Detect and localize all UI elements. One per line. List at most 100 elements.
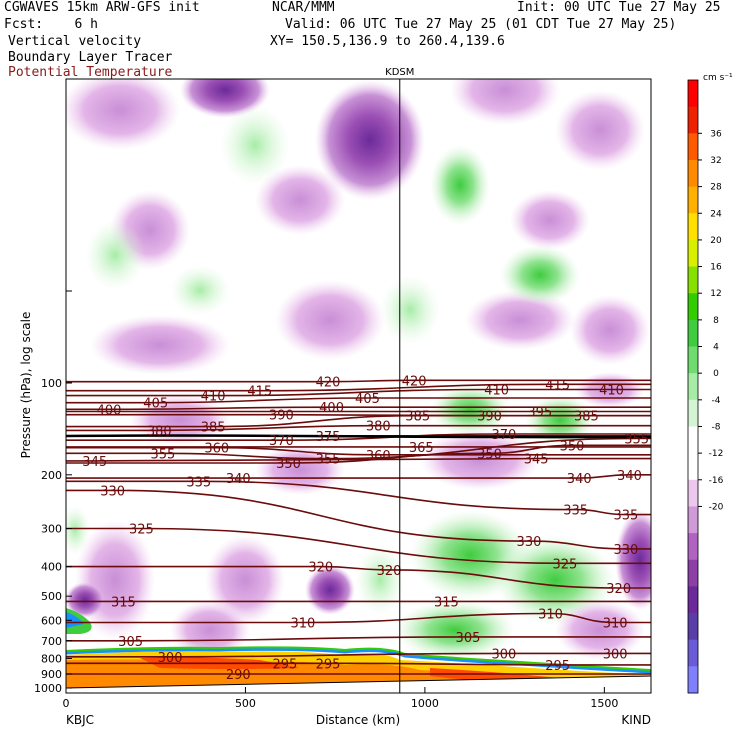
theta-label: 335 [613, 509, 638, 524]
theta-label: 420 [316, 376, 341, 391]
cross-section-endpoints: XY= 150.5,136.9 to 260.4,139.6 [270, 34, 505, 49]
colorbar-tick-label: 0 [713, 369, 719, 379]
theta-label: 315 [434, 595, 459, 610]
theta-label: 320 [308, 561, 333, 576]
x-tick-label: 500 [235, 697, 256, 710]
y-tick-label: 600 [41, 614, 62, 627]
theta-label: 295 [545, 659, 570, 674]
y-tick-label: 100 [41, 377, 62, 390]
theta-label: 300 [158, 651, 183, 666]
field-vertical-velocity: Vertical velocity [8, 34, 142, 49]
theta-label: 330 [100, 484, 125, 499]
colorbar-tick-label: -16 [709, 476, 724, 486]
colorbar-swatch [688, 346, 698, 374]
theta-label: 310 [603, 617, 628, 632]
y-tick-label: 500 [41, 590, 62, 603]
theta-label: 365 [409, 441, 434, 456]
theta-label: 395 [527, 405, 552, 420]
theta-label: 295 [316, 657, 341, 672]
theta-label: 315 [111, 595, 136, 610]
x-tick-label: 1500 [590, 697, 618, 710]
colorbar-tick-label: 36 [710, 129, 722, 139]
y-tick-label: 800 [41, 652, 62, 665]
theta-label: 295 [273, 657, 298, 672]
colorbar-frame [687, 79, 699, 694]
colorbar: -20 -16 -12 -8 -4 0 4 8 12 16 20 24 28 32 36 [687, 79, 724, 694]
theta-label: 420 [402, 374, 427, 389]
theta-contour-line [66, 662, 651, 666]
theta-label: 355 [624, 432, 649, 447]
theta-label: 300 [491, 647, 516, 662]
theta-contour-line [66, 636, 651, 642]
theta-label: 410 [201, 390, 226, 405]
y-tick-label: 200 [41, 469, 62, 482]
potential-temperature-contours [66, 379, 651, 675]
field-boundary-layer-tracer: Boundary Layer Tracer [8, 50, 173, 65]
theta-label: 405 [143, 397, 168, 412]
theta-label: 380 [366, 420, 391, 435]
colorbar-swatch [688, 159, 698, 188]
field-potential-temperature: Potential Temperature [8, 65, 173, 80]
theta-label: 405 [355, 392, 380, 407]
theta-label: 345 [82, 455, 107, 470]
theta-label: 400 [319, 401, 344, 416]
colorbar-swatch [688, 239, 698, 268]
y-tick-label: 300 [41, 523, 62, 536]
theta-label: 350 [477, 447, 502, 462]
colorbar-tick-label: -12 [709, 449, 724, 459]
colorbar-tick-label: -4 [712, 396, 721, 406]
theta-label: 410 [599, 383, 624, 398]
theta-label: 380 [147, 424, 172, 439]
theta-contour-line [66, 413, 651, 417]
theta-contour-line [66, 388, 651, 397]
colorbar-swatch [688, 133, 698, 161]
theta-label: 375 [316, 430, 341, 445]
colorbar-unit: cm s⁻¹ [703, 73, 733, 83]
theta-label: 325 [129, 523, 154, 538]
theta-contour-line [66, 489, 651, 550]
x-tick-label: 0 [63, 697, 70, 710]
theta-contour-line [66, 446, 651, 456]
theta-label: 320 [377, 564, 402, 579]
theta-label: 310 [538, 608, 563, 623]
colorbar-swatch [688, 213, 698, 241]
colorbar-tick-label: 4 [713, 343, 719, 353]
tropopause-line [66, 434, 651, 439]
colorbar-tick-label: 16 [710, 263, 722, 273]
colorbar-tick-label: 8 [713, 316, 719, 326]
y-tick-label: 400 [41, 561, 62, 574]
colorbar-tick-label: 28 [710, 183, 722, 193]
theta-label: 350 [560, 439, 585, 454]
forecast-hour: Fcst: 6 h [4, 17, 98, 32]
theta-label: 340 [617, 469, 642, 484]
plot-frame [65, 78, 652, 694]
theta-label: 385 [405, 410, 430, 425]
colorbar-swatch [688, 186, 698, 214]
theta-label: 350 [276, 457, 301, 472]
y-tick-label: 1000 [34, 682, 62, 695]
theta-contour-line [66, 612, 651, 624]
theta-label: 320 [606, 582, 631, 597]
station-mid-label: KDSM [385, 67, 414, 78]
station-left-label: KBJC [66, 713, 94, 727]
y-tick-label: 900 [41, 668, 62, 681]
theta-contour-line [66, 480, 651, 516]
theta-label: 335 [186, 475, 211, 490]
colorbar-swatch [688, 399, 698, 427]
theta-label: 370 [491, 428, 516, 443]
theta-contour-line [66, 424, 651, 432]
theta-label: 390 [269, 409, 294, 424]
colorbar-swatch [688, 453, 698, 481]
theta-contour-line [66, 457, 651, 462]
colorbar-swatch [688, 266, 698, 294]
init-time: Init: 00 UTC Tue 27 May 25 [517, 0, 721, 15]
colorbar-tick-label: 24 [710, 209, 722, 219]
theta-label: 330 [517, 535, 542, 550]
y-axis-title: Pressure (hPa), log scale [19, 312, 33, 459]
colorbar-swatch [688, 639, 698, 667]
colorbar-swatch [688, 506, 698, 534]
theta-label: 400 [97, 403, 122, 418]
colorbar-tick-label: 12 [710, 289, 721, 299]
